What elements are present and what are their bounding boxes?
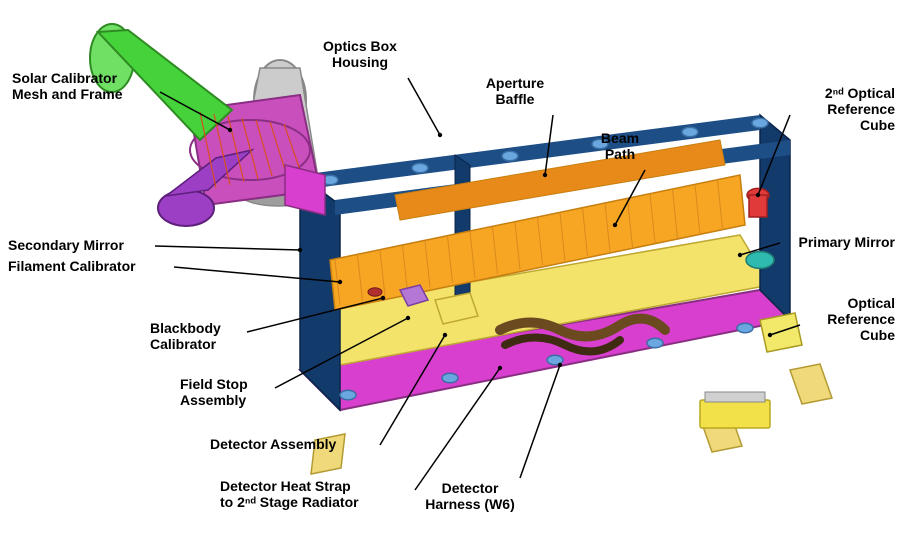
diagram-stage: Solar Calibrator Mesh and Frame Optics Bo… — [0, 0, 900, 560]
label-filament-cal: Filament Calibrator — [8, 258, 136, 274]
label-secondary: Secondary Mirror — [8, 237, 124, 253]
label-heat-strap: Detector Heat Strap to 2ⁿᵈ Stage Radiato… — [220, 478, 359, 510]
label-detector-assy: Detector Assembly — [210, 436, 336, 452]
leader-lines — [0, 0, 900, 560]
label-opt-ref2: 2ⁿᵈ Optical Reference Cube — [825, 85, 895, 133]
label-primary-mirror: Primary Mirror — [799, 234, 895, 250]
label-opt-ref1: Optical Reference Cube — [827, 295, 895, 343]
label-optics-box: Optics Box Housing — [323, 38, 397, 70]
label-harness: Detector Harness (W6) — [425, 480, 514, 512]
label-aperture-baffle: Aperture Baffle — [486, 75, 544, 107]
label-solar-cal: Solar Calibrator Mesh and Frame — [12, 70, 122, 102]
label-beam-path: Beam Path — [601, 130, 639, 162]
label-blackbody: Blackbody Calibrator — [150, 320, 221, 352]
label-field-stop: Field Stop Assembly — [180, 376, 248, 408]
